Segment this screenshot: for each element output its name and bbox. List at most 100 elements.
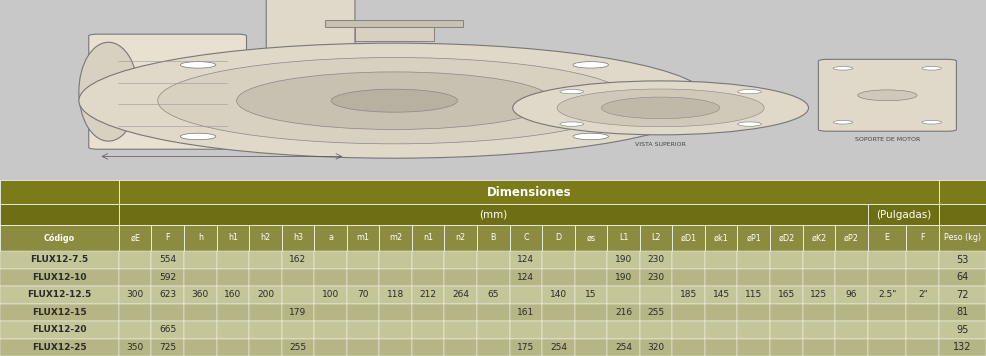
Bar — [510, 269, 542, 286]
Text: 230: 230 — [648, 273, 665, 282]
Circle shape — [180, 133, 216, 140]
Bar — [152, 321, 184, 339]
Bar — [607, 304, 640, 321]
Circle shape — [237, 72, 552, 130]
Bar — [803, 321, 835, 339]
Bar — [184, 251, 217, 269]
Ellipse shape — [79, 42, 138, 141]
Text: øD1: øD1 — [680, 234, 697, 242]
Bar — [249, 286, 282, 304]
Bar — [542, 304, 575, 321]
Bar — [282, 251, 315, 269]
Bar — [705, 225, 738, 251]
Bar — [477, 304, 510, 321]
Circle shape — [513, 81, 809, 135]
Bar — [939, 269, 986, 286]
Text: 125: 125 — [810, 290, 827, 299]
Bar — [477, 321, 510, 339]
Bar — [445, 225, 477, 251]
Circle shape — [79, 43, 710, 158]
Bar — [542, 339, 575, 356]
Bar — [184, 269, 217, 286]
Bar — [0, 251, 119, 269]
Text: 300: 300 — [126, 290, 144, 299]
Bar — [835, 225, 868, 251]
Text: FLUX12-20: FLUX12-20 — [33, 325, 87, 334]
Bar — [510, 251, 542, 269]
Bar — [738, 304, 770, 321]
Bar — [575, 321, 607, 339]
Bar — [803, 339, 835, 356]
Bar — [939, 204, 986, 225]
Text: 2": 2" — [918, 290, 928, 299]
Bar — [315, 251, 347, 269]
Bar — [380, 321, 412, 339]
Bar — [347, 286, 380, 304]
Text: 179: 179 — [289, 308, 307, 317]
Bar — [542, 286, 575, 304]
Text: m1: m1 — [357, 234, 370, 242]
Bar — [770, 304, 803, 321]
Bar — [640, 251, 672, 269]
Circle shape — [833, 67, 853, 70]
Bar — [249, 251, 282, 269]
Text: h3: h3 — [293, 234, 303, 242]
Text: n2: n2 — [456, 234, 465, 242]
Bar — [152, 339, 184, 356]
Text: FLUX12-10: FLUX12-10 — [33, 273, 87, 282]
Bar — [380, 269, 412, 286]
Circle shape — [922, 120, 942, 124]
Bar — [152, 225, 184, 251]
Bar — [282, 269, 315, 286]
Circle shape — [922, 67, 942, 70]
Bar — [347, 225, 380, 251]
Circle shape — [158, 58, 631, 144]
Bar — [672, 286, 705, 304]
Bar — [445, 251, 477, 269]
Text: 190: 190 — [615, 255, 632, 265]
Text: 623: 623 — [159, 290, 176, 299]
Bar — [412, 339, 445, 356]
Bar — [184, 304, 217, 321]
Text: 124: 124 — [518, 255, 534, 265]
Bar — [510, 225, 542, 251]
Text: (Pulgadas): (Pulgadas) — [876, 210, 931, 220]
Text: 216: 216 — [615, 308, 632, 317]
Bar — [542, 321, 575, 339]
Bar — [315, 321, 347, 339]
Bar — [868, 204, 939, 225]
Bar — [868, 339, 906, 356]
Bar — [217, 304, 249, 321]
Circle shape — [858, 90, 917, 101]
Bar — [315, 339, 347, 356]
Bar — [119, 321, 152, 339]
Text: h1: h1 — [228, 234, 238, 242]
FancyBboxPatch shape — [89, 34, 246, 149]
Text: 160: 160 — [224, 290, 242, 299]
Bar — [939, 321, 986, 339]
Bar — [575, 225, 607, 251]
Text: 320: 320 — [648, 343, 665, 352]
Text: Peso (kg): Peso (kg) — [944, 234, 981, 242]
Bar — [347, 304, 380, 321]
Text: 2.5": 2.5" — [878, 290, 896, 299]
Circle shape — [601, 97, 720, 119]
Bar — [575, 251, 607, 269]
Bar — [705, 269, 738, 286]
Bar — [906, 339, 939, 356]
Text: øK2: øK2 — [811, 234, 826, 242]
Bar — [738, 339, 770, 356]
Bar — [237, 86, 276, 97]
Bar — [477, 225, 510, 251]
Bar — [119, 204, 868, 225]
Bar — [803, 286, 835, 304]
Text: 592: 592 — [159, 273, 176, 282]
Bar — [445, 321, 477, 339]
Bar — [184, 286, 217, 304]
Text: Dimensiones: Dimensiones — [487, 185, 571, 199]
Bar — [672, 269, 705, 286]
Bar — [152, 304, 184, 321]
Text: 140: 140 — [550, 290, 567, 299]
Bar — [640, 286, 672, 304]
Text: øs: øs — [587, 234, 596, 242]
